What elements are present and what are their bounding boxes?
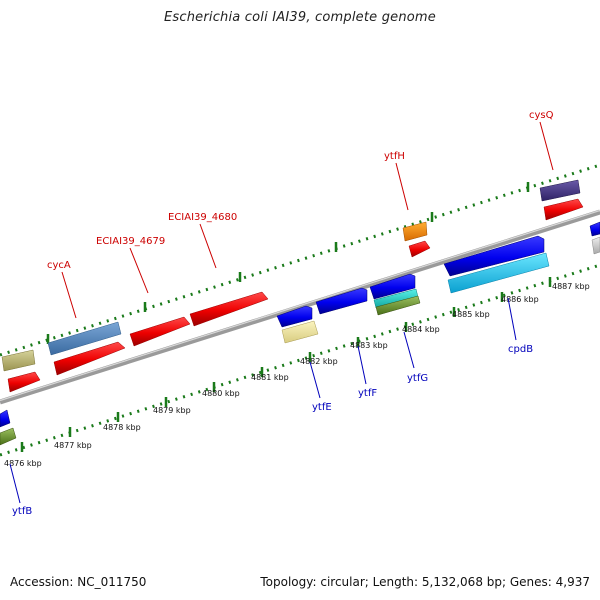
gene-feature[interactable]	[543, 198, 584, 221]
gene-label-ECIAI39_4680: ECIAI39_4680	[168, 212, 237, 223]
gene-feature[interactable]	[375, 295, 421, 316]
backbone-highlight	[0, 209, 600, 402]
upper-major-ticks	[46, 182, 530, 344]
gene-feature[interactable]	[0, 409, 11, 428]
gene-feature[interactable]	[443, 235, 545, 277]
gene-feature[interactable]	[276, 305, 313, 328]
gene-feature[interactable]	[47, 321, 122, 356]
gene-feature[interactable]	[408, 240, 431, 258]
gene-label-cycA: cycA	[47, 260, 71, 271]
kbp-label: 4884 kbp	[402, 325, 440, 334]
gene-label-ytfE: ytfE	[312, 402, 332, 413]
lower-major-ticks	[20, 277, 552, 452]
map-title: Escherichia coli IAI39, complete genome	[163, 10, 436, 25]
accession-info: Accession: NC_011750	[10, 575, 147, 589]
gene-feature[interactable]	[402, 221, 428, 242]
gene-label-ytfH: ytfH	[384, 151, 405, 162]
kbp-label: 4876 kbp	[4, 459, 42, 468]
reverse-label-leaders	[9, 297, 517, 504]
gene-feature[interactable]	[129, 316, 191, 347]
kbp-label: 4878 kbp	[103, 423, 141, 432]
reverse-genes	[0, 221, 600, 446]
forward-genes	[1, 179, 584, 393]
gene-feature[interactable]	[589, 221, 600, 237]
gene-feature[interactable]	[447, 252, 550, 294]
kbp-label: 4882 kbp	[300, 357, 338, 366]
kbp-label: 4877 kbp	[54, 441, 92, 450]
gene-feature[interactable]	[1, 349, 36, 372]
kbp-label: 4880 kbp	[202, 389, 240, 398]
gene-feature[interactable]	[539, 179, 581, 202]
gene-feature[interactable]	[0, 427, 17, 446]
gene-feature[interactable]	[7, 371, 41, 393]
kbp-label: 4885 kbp	[452, 310, 490, 319]
gene-label-ytfB: ytfB	[12, 506, 32, 517]
genome-backbone	[0, 209, 600, 405]
gene-feature[interactable]	[315, 287, 368, 315]
kbp-label: 4883 kbp	[350, 341, 388, 350]
gene-label-cpdB: cpdB	[508, 344, 533, 355]
gene-feature[interactable]	[281, 320, 319, 344]
forward-label-leaders	[61, 121, 554, 319]
kbp-label: 4881 kbp	[251, 373, 289, 382]
topology-info: Topology: circular; Length: 5,132,068 bp…	[260, 575, 590, 589]
gene-feature[interactable]	[591, 236, 600, 255]
gene-label-ECIAI39_4679: ECIAI39_4679	[96, 236, 165, 247]
upper-tick-row	[0, 163, 600, 357]
kbp-label: 4879 kbp	[153, 406, 191, 415]
kbp-label: 4887 kbp	[552, 282, 590, 291]
gene-label-ytfG: ytfG	[407, 373, 428, 384]
kbp-label: 4886 kbp	[501, 295, 539, 304]
gene-feature[interactable]	[369, 273, 416, 300]
gene-label-ytfF: ytfF	[358, 388, 377, 399]
gene-feature[interactable]	[53, 341, 126, 376]
gene-feature[interactable]	[189, 291, 269, 327]
lower-tick-row	[0, 263, 600, 457]
gene-label-cysQ: cysQ	[529, 110, 554, 121]
